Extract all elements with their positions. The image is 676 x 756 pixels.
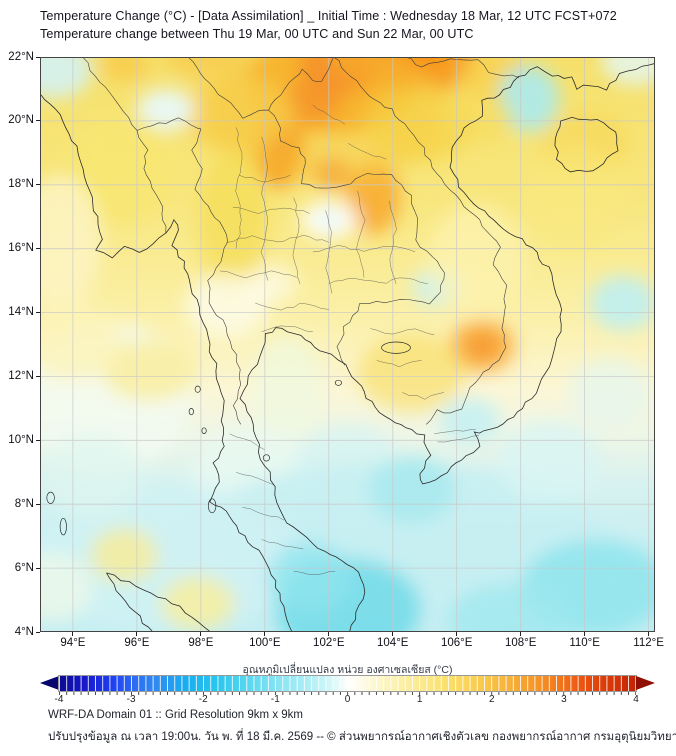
islands <box>46 341 411 536</box>
lon-tick-mark <box>264 632 266 636</box>
lat-tick-label: 18°N <box>8 178 34 191</box>
lon-tick-mark <box>392 632 394 636</box>
province-borders <box>220 104 480 575</box>
lat-tick-mark <box>36 503 40 505</box>
lon-tick-mark <box>328 632 330 636</box>
temperature-change-map <box>9 25 671 661</box>
lon-tick-mark <box>456 632 458 636</box>
colorbar-minor-ticks <box>59 692 636 695</box>
lon-tick-label: 112°E <box>633 637 664 649</box>
lat-tick-mark <box>36 312 40 314</box>
lat-tick-mark <box>36 248 40 250</box>
lon-tick-label: 104°E <box>377 637 409 649</box>
footer-model-info: WRF-DA Domain 01 :: Grid Resolution 9km … <box>48 709 303 721</box>
colorbar-tick-label: 2 <box>488 694 495 705</box>
lon-tick-label: 110°E <box>569 637 600 649</box>
lat-tick-label: 14°N <box>8 306 34 319</box>
lat-tick-label: 22°N <box>8 50 34 63</box>
footer-agency-info: ปรับปรุงข้อมูล ณ เวลา 19:00น. วัน พ. ที่… <box>48 731 676 743</box>
lat-tick-mark <box>36 56 40 58</box>
map-border-frame <box>40 57 655 632</box>
lat-tick-label: 20°N <box>8 114 34 127</box>
colorbar-tick-label: 3 <box>561 694 567 705</box>
lat-tick-mark <box>36 567 40 569</box>
graticule-grid <box>40 57 655 632</box>
coastline-path <box>39 63 656 633</box>
map-subtitle: Temperature change between Thu 19 Mar, 0… <box>40 27 474 41</box>
lon-tick-mark <box>520 632 522 636</box>
lat-tick-mark <box>36 120 40 122</box>
colorbar-tick-label: -1 <box>270 694 280 705</box>
lon-tick-label: 98°E <box>188 637 214 649</box>
lat-tick-label: 16°N <box>8 242 34 255</box>
lon-tick-label: 96°E <box>124 637 150 649</box>
lat-tick-label: 8°N <box>14 497 34 510</box>
colorbar-tick-label: -4 <box>54 694 64 705</box>
lon-tick-label: 108°E <box>504 637 537 649</box>
lat-tick-mark <box>36 184 40 186</box>
colorbar <box>40 675 655 695</box>
lon-tick-mark <box>200 632 202 636</box>
lon-tick-mark <box>584 632 586 636</box>
country-borders <box>82 56 520 425</box>
lat-tick-mark <box>36 631 40 633</box>
colorbar-tick-label: 4 <box>633 694 639 705</box>
colorbar-tick-label: 0 <box>344 694 351 705</box>
lon-tick-mark <box>136 632 138 636</box>
map-title: Temperature Change (°C) - [Data Assimila… <box>40 9 617 23</box>
lat-tick-label: 12°N <box>8 369 34 382</box>
lon-tick-mark <box>72 632 74 636</box>
lat-tick-label: 6°N <box>14 561 34 574</box>
lat-tick-mark <box>36 375 40 377</box>
lon-tick-label: 106°E <box>440 637 473 649</box>
colorbar-segment-seams <box>59 676 636 691</box>
colorbar-gradient <box>58 675 637 692</box>
colorbar-tick-label: 1 <box>416 694 423 705</box>
colorbar-tick-label: -3 <box>126 694 136 705</box>
colorbar-left-arrow <box>40 676 59 690</box>
lat-tick-label: 4°N <box>14 625 34 638</box>
lon-tick-label: 100°E <box>249 637 281 649</box>
colorbar-label: อุณหภูมิเปลี่ยนแปลง หน่วย องศาเซลเซียส (… <box>242 664 453 676</box>
colorbar-tick-label: -2 <box>198 694 208 705</box>
colorbar-right-arrow <box>636 676 655 690</box>
lon-tick-mark <box>648 632 650 636</box>
map-frame <box>9 25 671 661</box>
lon-tick-label: 94°E <box>60 637 86 649</box>
lat-tick-mark <box>36 439 40 441</box>
lon-tick-label: 102°E <box>313 637 345 649</box>
lat-tick-label: 10°N <box>8 433 34 446</box>
